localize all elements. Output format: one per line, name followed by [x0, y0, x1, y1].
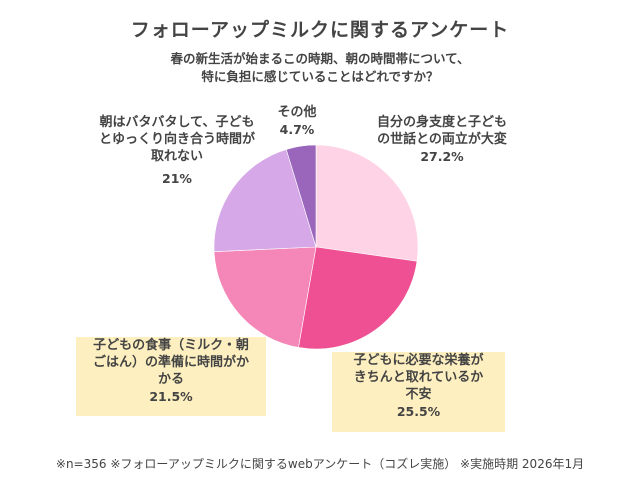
slice-label-3-line2: とゆっくり向き合う時間が: [98, 132, 255, 147]
slice-label-4-pct: 4.7%: [279, 122, 315, 137]
slice-label-0-pct: 27.2%: [420, 149, 464, 164]
slice-label-3-line3: 取れない: [150, 149, 203, 164]
slice-label-1-line1: 子どもに必要な栄養が: [353, 353, 484, 368]
chart-subtitle-line2: 特に負担に感じていることはどれですか？: [201, 69, 439, 84]
pie-slice-0: [315, 144, 419, 262]
slice-label-3-pct: 21%: [162, 171, 192, 186]
slice-label-2-line1: 子どもの食事（ミルク・朝: [93, 338, 249, 353]
chart-subtitle-line1: 春の新生活が始まるこの時期、朝の時間帯について、: [170, 51, 470, 66]
chart-title: フォローアップミルクに関するアンケート: [130, 19, 510, 41]
slice-label-2-line2: ごはん）の準備に時間がか: [92, 355, 249, 370]
slice-label-0-line1: 自分の身支度と子ども: [376, 115, 507, 130]
slice-label-2: 子どもの食事（ミルク・朝 ごはん）の準備に時間がか かる 21.5%: [76, 337, 266, 416]
pie-slice-3: [213, 149, 317, 252]
slice-label-3: 朝はバタバタして、子ども とゆっくり向き合う時間が 取れない 21%: [82, 114, 272, 187]
slice-label-1-line3: 不安: [405, 387, 432, 402]
slice-label-1: 子どもに必要な栄養が きちんと取れているか 不安 25.5%: [332, 352, 505, 432]
pie-slice-2: [213, 246, 317, 348]
slice-label-2-pct: 21.5%: [149, 389, 193, 404]
slice-label-4: その他 4.7%: [262, 104, 332, 138]
slice-label-0-line2: の世話との両立が大変: [377, 132, 507, 147]
slice-label-2-line3: かる: [157, 372, 184, 387]
pie-slice-4: [285, 144, 317, 248]
slice-label-3-line1: 朝はバタバタして、子ども: [99, 115, 255, 130]
slice-label-0: 自分の身支度と子ども の世話との両立が大変 27.2%: [352, 114, 532, 165]
footnote: ※n=356 ※フォローアップミルクに関するwebアンケート（コズレ実施） ※実…: [55, 457, 585, 471]
slice-label-1-line2: きちんと取れているか: [353, 370, 484, 385]
slice-label-1-pct: 25.5%: [396, 404, 441, 419]
pie-slice-1: [298, 246, 418, 350]
slice-label-4-line1: その他: [277, 105, 317, 120]
